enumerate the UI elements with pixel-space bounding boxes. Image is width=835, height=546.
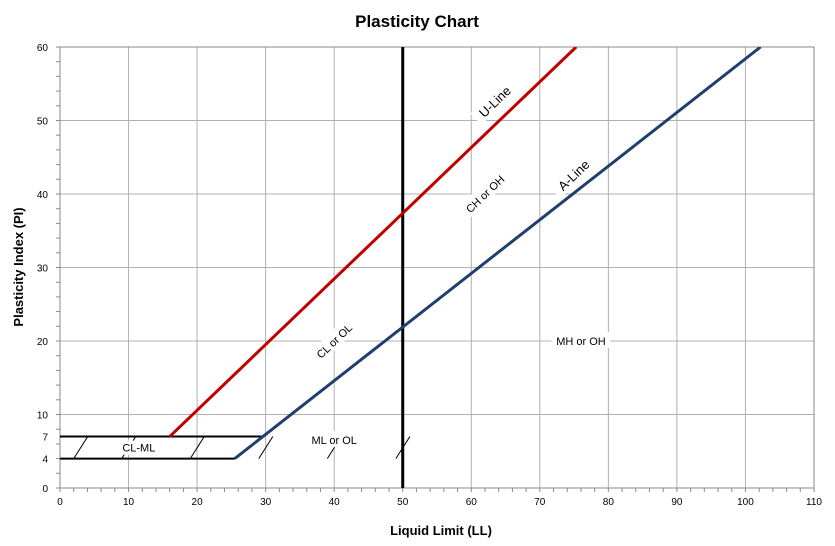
x-tick-label: 20 xyxy=(192,497,204,508)
y-tick-label: 30 xyxy=(37,264,49,275)
cl-ml-label-bg xyxy=(112,440,165,455)
x-tick-label: 40 xyxy=(329,497,341,508)
zone-label-bg xyxy=(470,77,519,126)
minor-ticks xyxy=(56,46,815,492)
x-tick-label: 100 xyxy=(737,497,754,508)
x-tick-label: 70 xyxy=(534,497,546,508)
zone-label-bg xyxy=(306,314,361,367)
zone-label-group: CL or OL xyxy=(306,314,361,367)
y-tick-label: 10 xyxy=(37,411,49,422)
y-tick-label: 40 xyxy=(37,190,49,201)
zone-label-group: MH or OH xyxy=(551,332,611,348)
y-tick-label: 60 xyxy=(37,43,49,54)
y-tick-label: 50 xyxy=(37,117,49,128)
x-tick-label: 60 xyxy=(466,497,478,508)
hatch-line xyxy=(189,436,205,459)
a-lineline xyxy=(233,47,762,460)
zone-label: A-Line xyxy=(555,157,593,194)
y-tick-label: 20 xyxy=(37,337,49,348)
hatch-line xyxy=(73,436,89,459)
zone-label-bg xyxy=(549,151,598,199)
y-tick-label: 7 xyxy=(42,433,48,444)
zone-label: U-Line xyxy=(476,83,514,120)
cl-ml-label: CL-ML xyxy=(122,443,155,455)
x-tick-label: 0 xyxy=(57,497,63,508)
x-tick-label: 10 xyxy=(123,497,135,508)
zone-label: ML or OL xyxy=(311,435,356,447)
chart-title: Plasticity Chart xyxy=(355,12,479,31)
zone-label-group: CH or OH xyxy=(457,167,512,220)
y-tick-label: 4 xyxy=(42,455,48,466)
zone-label: MH or OH xyxy=(556,336,606,348)
zone-label-bg xyxy=(457,167,512,220)
x-tick-label: 110 xyxy=(806,497,822,508)
gridlines xyxy=(59,46,815,489)
zone-label-bg xyxy=(304,431,364,448)
zone-label: CH or OH xyxy=(464,174,507,216)
y-axis-title: Plasticity Index (PI) xyxy=(11,207,26,326)
x-tick-labels: 0 10 20 30 40 50 60 70 80 90 100 110 xyxy=(57,497,822,508)
u-lineline xyxy=(168,47,578,438)
cl-ml-hatched-zone: CL-ML xyxy=(60,435,411,460)
series-lines xyxy=(168,47,762,488)
hatch-line xyxy=(258,436,274,459)
zone-label-bg xyxy=(551,332,611,348)
x-tick-label: 50 xyxy=(397,497,409,508)
y-tick-label: 0 xyxy=(42,484,48,495)
x-tick-label: 30 xyxy=(260,497,272,508)
zone-label-group: A-Line xyxy=(549,151,598,199)
zone-label-group: U-Line xyxy=(470,77,519,126)
y-tick-labels: 0 4 7 10 20 30 40 50 60 xyxy=(37,43,49,495)
x-axis-title: Liquid Limit (LL) xyxy=(390,523,492,538)
x-tick-label: 90 xyxy=(671,497,683,508)
zone-label-group: ML or OL xyxy=(304,431,364,448)
x-tick-label: 80 xyxy=(603,497,615,508)
